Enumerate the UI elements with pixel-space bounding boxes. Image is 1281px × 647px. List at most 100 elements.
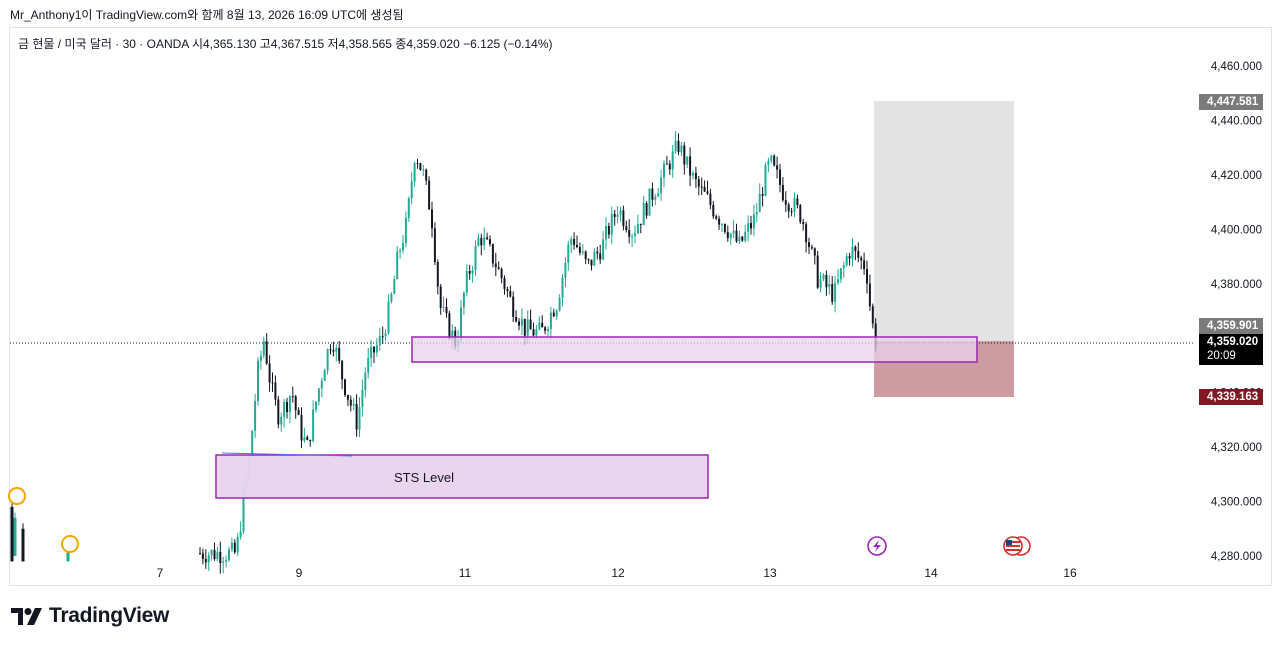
tradingview-logo[interactable]: TradingView: [11, 604, 169, 628]
candle-body: [578, 247, 581, 253]
candle-body: [671, 151, 674, 170]
candle-body: [787, 204, 790, 212]
candle-body: [210, 549, 213, 556]
candle-body: [721, 224, 723, 226]
candle-body: [738, 236, 741, 242]
candle-body: [439, 286, 442, 308]
candle-body: [468, 271, 471, 274]
candle-body: [552, 312, 555, 317]
candle-body: [277, 399, 280, 425]
tradingview-logo-icon: [11, 607, 42, 625]
candle-body: [393, 279, 396, 294]
candle-body: [631, 236, 634, 238]
candle-body: [283, 401, 286, 417]
candle-body: [297, 410, 300, 415]
candle-body: [515, 316, 518, 322]
candle-body: [349, 399, 352, 406]
candle-body: [651, 188, 654, 200]
candle-body: [799, 205, 802, 223]
chart-frame: [9, 27, 1272, 586]
candle-body: [744, 231, 747, 241]
lightning-event-icon[interactable]: [867, 536, 887, 556]
candle-body: [576, 245, 578, 248]
candle-body: [755, 212, 758, 215]
us-flag-event-icon[interactable]: [1003, 536, 1031, 556]
price-axis-tick: 4,300.000: [1211, 497, 1262, 509]
target-price-tag: 4,447.581: [1199, 94, 1264, 110]
candle-body: [431, 209, 433, 229]
candle-body: [816, 255, 819, 288]
position-tool[interactable]: [874, 101, 1014, 397]
candle-body: [639, 223, 642, 226]
candle-body: [465, 271, 468, 293]
price-axis-tick: 4,280.000: [1211, 551, 1262, 563]
candle-body: [636, 223, 639, 234]
candle-body: [346, 394, 349, 400]
symbol-name[interactable]: 금 현물 / 미국 달러 · 30 · OANDA: [18, 37, 189, 51]
candle-body: [729, 233, 732, 239]
candle-body: [242, 490, 245, 532]
candle-body: [259, 355, 262, 361]
candle-body: [303, 437, 306, 441]
candle-body: [219, 551, 222, 564]
candle-body: [352, 403, 355, 406]
candle-body: [868, 283, 871, 307]
candle-body: [201, 553, 204, 559]
candle-body: [590, 259, 593, 266]
earnings-icon[interactable]: [8, 487, 79, 553]
candle-body: [300, 414, 303, 441]
candle-body: [610, 213, 613, 235]
candle-body: [654, 196, 657, 200]
candle-body: [628, 229, 631, 237]
ohlc-close: 종4,359.020: [395, 37, 460, 51]
candle-body: [410, 181, 413, 199]
candle-body: [416, 163, 419, 165]
candle-body: [462, 292, 465, 308]
time-axis[interactable]: 7 9 11 12 13 14 16: [157, 566, 1077, 580]
candle-body: [404, 218, 407, 244]
candle-body: [837, 279, 839, 283]
candle-body: [433, 228, 436, 262]
candle-body: [332, 350, 335, 352]
symbol-legend: 금 현물 / 미국 달러 · 30 · OANDA 시4,365.130 고4,…: [18, 35, 553, 52]
candle-body: [422, 169, 425, 171]
candle-body: [834, 282, 837, 302]
candle-body: [326, 349, 329, 371]
candle-body: [262, 341, 265, 356]
candle-body: [625, 226, 628, 230]
sts-level-zone[interactable]: STS Level: [215, 454, 709, 499]
candle-body: [596, 251, 599, 254]
candle-body: [230, 542, 233, 550]
candle-body: [228, 549, 230, 561]
candle-body: [320, 380, 323, 389]
brand-name: TradingView: [49, 604, 170, 627]
candle-body: [535, 329, 538, 336]
candle-body: [378, 336, 381, 346]
time-axis-tick: 13: [763, 566, 777, 580]
candle-body: [680, 145, 683, 153]
candle-body: [375, 345, 378, 353]
candle-body: [607, 225, 610, 235]
candle-body: [288, 396, 291, 413]
candle-body: [619, 210, 622, 215]
candle-body: [564, 262, 567, 278]
candle-body: [364, 372, 367, 390]
candle-body: [547, 328, 549, 331]
support-zone[interactable]: [411, 336, 978, 363]
candle-body: [851, 246, 854, 259]
candle-body: [555, 310, 558, 317]
candle-body: [10, 507, 14, 562]
time-axis-tick: 14: [924, 566, 938, 580]
candle-body: [854, 246, 857, 251]
candle-body: [317, 388, 320, 402]
candle-body: [367, 357, 370, 373]
candle-body: [674, 140, 677, 152]
candle-body: [784, 200, 787, 205]
candle-body: [538, 322, 541, 330]
trend-line[interactable]: [221, 452, 353, 457]
chart-caption: Mr_Anthony1이 TradingView.com와 함께 8월 13, …: [10, 8, 404, 22]
candle-body: [703, 186, 706, 192]
price-axis[interactable]: 4,280.0004,300.0004,320.0004,340.0004,36…: [1211, 61, 1262, 563]
candle-body: [581, 251, 584, 253]
